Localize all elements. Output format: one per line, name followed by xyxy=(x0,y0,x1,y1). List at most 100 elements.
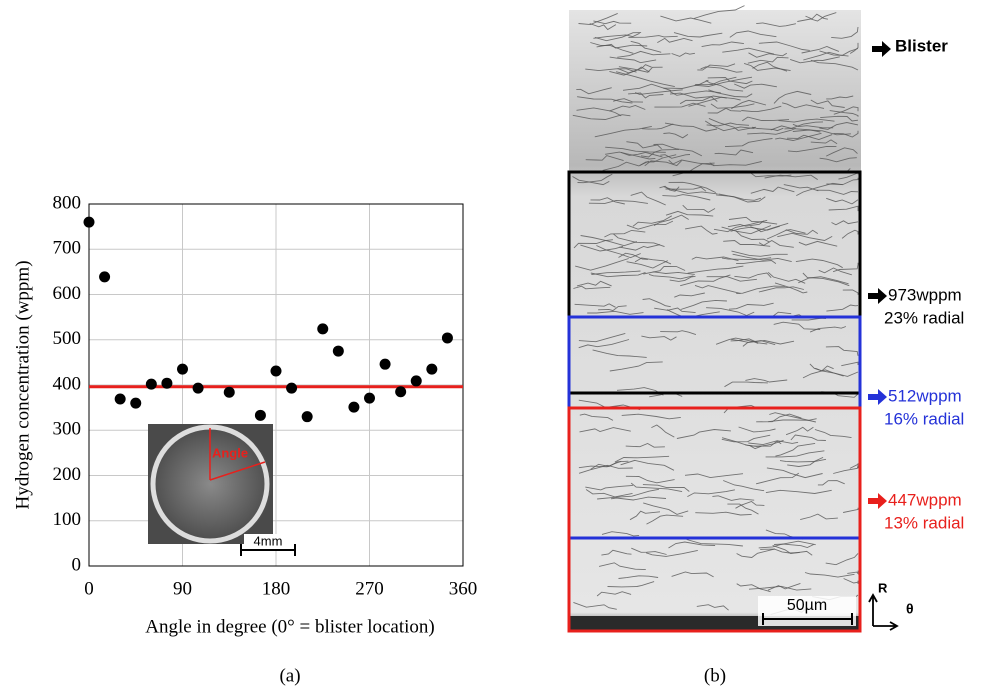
crack xyxy=(721,257,772,261)
crack xyxy=(766,229,806,240)
crack xyxy=(697,63,736,71)
region-radial: 23% radial xyxy=(884,308,964,327)
y-tick-label: 200 xyxy=(53,464,82,485)
crack xyxy=(580,235,638,247)
crack xyxy=(665,210,714,217)
crack xyxy=(604,229,646,238)
crack xyxy=(642,484,690,492)
crack xyxy=(803,51,849,61)
crack xyxy=(736,548,776,558)
crack xyxy=(630,191,666,206)
crack xyxy=(687,489,735,497)
crack xyxy=(802,272,850,287)
region-box xyxy=(567,406,862,633)
crack xyxy=(590,42,634,54)
crack xyxy=(575,258,629,271)
crack xyxy=(577,96,633,104)
crack xyxy=(704,120,755,132)
crack xyxy=(796,182,843,196)
crack xyxy=(629,510,661,521)
crack xyxy=(679,95,727,105)
crack xyxy=(620,459,675,471)
crack xyxy=(663,186,718,195)
crack xyxy=(749,171,792,178)
point xyxy=(317,323,329,335)
crack xyxy=(609,361,663,372)
region-concentration: 512wppm xyxy=(888,386,962,405)
crack xyxy=(741,105,782,113)
crack xyxy=(687,265,744,274)
crack xyxy=(748,585,812,591)
crack xyxy=(572,176,610,186)
point xyxy=(177,363,188,375)
crack xyxy=(736,260,777,264)
point xyxy=(192,382,204,394)
crack xyxy=(610,496,667,501)
inset-ring xyxy=(150,424,270,544)
crack xyxy=(750,186,795,194)
crack xyxy=(578,339,630,349)
crack xyxy=(841,361,859,367)
crack xyxy=(631,547,667,555)
scale-box xyxy=(758,596,856,626)
crack xyxy=(706,122,750,127)
crack xyxy=(587,310,644,315)
crack xyxy=(605,146,666,153)
crack xyxy=(659,185,680,192)
crack xyxy=(785,426,814,436)
crack xyxy=(714,149,754,156)
crack xyxy=(632,215,673,227)
crack xyxy=(625,475,675,484)
point xyxy=(379,358,391,370)
arrow xyxy=(868,389,887,405)
crack xyxy=(695,511,752,516)
crack xyxy=(634,89,683,95)
crack xyxy=(668,159,715,166)
crack xyxy=(585,484,633,491)
crack xyxy=(648,273,694,280)
crack xyxy=(723,240,771,247)
crack xyxy=(691,256,739,262)
crack xyxy=(663,79,709,89)
crack xyxy=(765,450,825,458)
crack xyxy=(620,151,663,158)
crack xyxy=(736,583,771,593)
x-tick-label: 360 xyxy=(449,578,478,599)
crack xyxy=(630,482,683,493)
point xyxy=(83,216,95,228)
blister-label: Blister xyxy=(895,36,948,55)
crack xyxy=(673,32,723,38)
y-tick-label: 400 xyxy=(53,373,82,394)
point xyxy=(161,377,173,389)
crack xyxy=(718,193,766,203)
crack xyxy=(800,513,838,521)
crack xyxy=(621,413,681,420)
crack xyxy=(721,434,771,443)
crack xyxy=(609,105,646,112)
crack xyxy=(748,439,784,450)
crack xyxy=(643,502,689,515)
crack xyxy=(843,578,859,584)
crack xyxy=(727,503,759,515)
crack xyxy=(669,90,721,96)
crack xyxy=(843,507,859,513)
point xyxy=(395,386,407,398)
crack xyxy=(706,307,755,316)
crack xyxy=(646,514,684,525)
crack xyxy=(651,424,675,438)
crack xyxy=(727,220,765,228)
crack xyxy=(601,531,640,537)
crack xyxy=(730,338,768,345)
crack xyxy=(601,549,632,556)
crack xyxy=(573,285,611,290)
crack xyxy=(596,591,632,597)
crack xyxy=(797,12,837,22)
crack xyxy=(708,117,756,131)
point xyxy=(254,409,266,421)
crack xyxy=(774,282,808,294)
crack xyxy=(694,76,753,87)
crack xyxy=(653,143,703,157)
crack xyxy=(814,429,852,439)
crack xyxy=(847,570,859,575)
crack xyxy=(585,489,633,498)
